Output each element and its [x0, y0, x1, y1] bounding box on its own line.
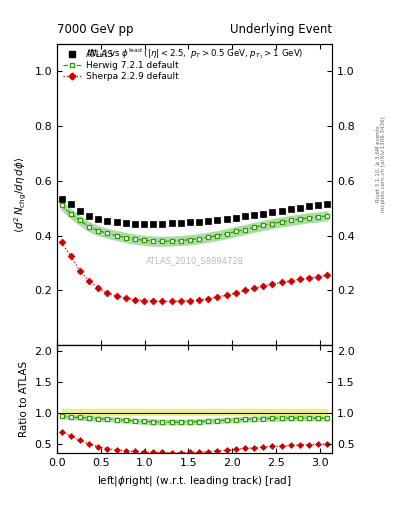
Text: Underlying Event: Underlying Event	[230, 23, 332, 36]
Text: mcplots.cern.ch [arXiv:1306.3436]: mcplots.cern.ch [arXiv:1306.3436]	[381, 116, 386, 211]
X-axis label: left$|\phi$right$|$ (w.r.t. leading track) [rad]: left$|\phi$right$|$ (w.r.t. leading trac…	[97, 474, 292, 487]
Text: Rivet 3.1.10, ≥ 3.6M events: Rivet 3.1.10, ≥ 3.6M events	[376, 125, 380, 202]
Y-axis label: Ratio to ATLAS: Ratio to ATLAS	[19, 361, 29, 437]
Y-axis label: $\langle d^2\,N_{\rm chg}/d\eta\,d\phi\rangle$: $\langle d^2\,N_{\rm chg}/d\eta\,d\phi\r…	[13, 156, 29, 232]
Text: 7000 GeV pp: 7000 GeV pp	[57, 23, 134, 36]
Legend: ATLAS, Herwig 7.2.1 default, Sherpa 2.2.9 default: ATLAS, Herwig 7.2.1 default, Sherpa 2.2.…	[61, 48, 180, 83]
Text: $\langle N_{\rm ch}\rangle$ vs $\phi^{\rm lead}$ ($|\eta| < 2.5,\ p_T > 0.5$ GeV: $\langle N_{\rm ch}\rangle$ vs $\phi^{\r…	[86, 47, 303, 61]
Text: ATLAS_2010_S8894728: ATLAS_2010_S8894728	[145, 257, 244, 265]
